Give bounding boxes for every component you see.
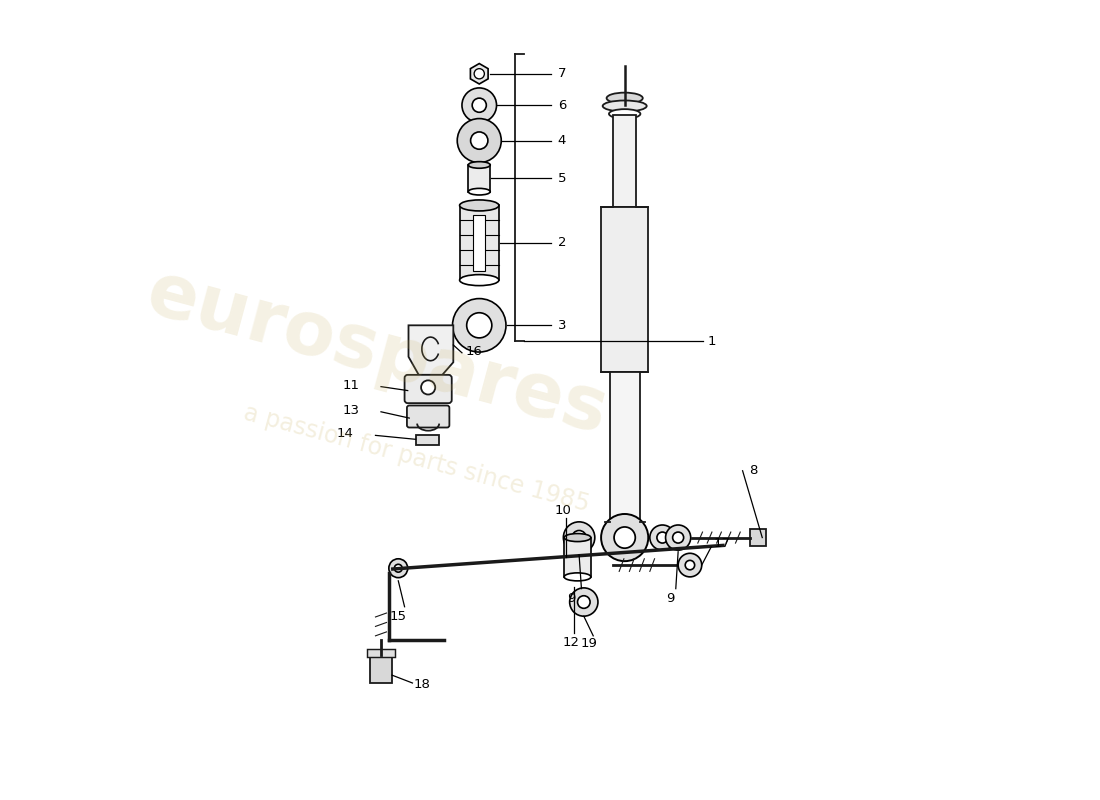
Circle shape bbox=[462, 88, 496, 122]
Text: 18: 18 bbox=[414, 678, 431, 691]
Ellipse shape bbox=[564, 534, 591, 542]
Circle shape bbox=[572, 530, 586, 545]
Bar bbox=[366, 649, 395, 657]
Text: 10: 10 bbox=[554, 503, 572, 517]
Text: 8: 8 bbox=[749, 464, 757, 478]
Circle shape bbox=[458, 118, 502, 162]
Text: 9: 9 bbox=[667, 592, 674, 606]
Text: 4: 4 bbox=[558, 134, 566, 147]
Text: a passion for parts since 1985: a passion for parts since 1985 bbox=[241, 401, 592, 517]
Text: 17: 17 bbox=[714, 537, 730, 550]
Text: 19: 19 bbox=[581, 637, 597, 650]
Circle shape bbox=[472, 98, 486, 112]
Ellipse shape bbox=[469, 162, 491, 168]
Circle shape bbox=[657, 532, 668, 543]
Ellipse shape bbox=[460, 274, 499, 286]
Ellipse shape bbox=[564, 573, 591, 581]
Text: 6: 6 bbox=[558, 98, 566, 112]
Ellipse shape bbox=[609, 109, 640, 118]
Circle shape bbox=[563, 522, 595, 554]
Bar bbox=[460, 206, 499, 280]
FancyBboxPatch shape bbox=[407, 406, 450, 427]
Circle shape bbox=[601, 514, 648, 561]
Bar bbox=[469, 165, 491, 192]
Bar bbox=[750, 529, 767, 546]
Circle shape bbox=[388, 558, 408, 578]
Ellipse shape bbox=[460, 200, 499, 211]
Bar bbox=[613, 115, 637, 207]
Circle shape bbox=[672, 532, 683, 543]
Text: 1: 1 bbox=[707, 334, 716, 347]
Circle shape bbox=[474, 69, 484, 79]
Text: 2: 2 bbox=[558, 236, 566, 250]
Circle shape bbox=[466, 313, 492, 338]
Bar bbox=[370, 657, 392, 683]
Polygon shape bbox=[408, 326, 453, 375]
Ellipse shape bbox=[469, 188, 491, 195]
Circle shape bbox=[650, 525, 675, 550]
Circle shape bbox=[666, 525, 691, 550]
Bar bbox=[601, 207, 648, 373]
Circle shape bbox=[578, 596, 590, 608]
Text: 14: 14 bbox=[337, 427, 353, 440]
Text: 16: 16 bbox=[465, 345, 482, 358]
Polygon shape bbox=[471, 63, 488, 84]
Text: 12: 12 bbox=[563, 636, 580, 649]
Text: 3: 3 bbox=[558, 319, 566, 332]
Ellipse shape bbox=[606, 93, 642, 104]
Text: 5: 5 bbox=[558, 172, 566, 185]
Text: 11: 11 bbox=[343, 378, 360, 391]
FancyBboxPatch shape bbox=[405, 375, 452, 403]
Circle shape bbox=[614, 527, 636, 548]
Bar bbox=[473, 214, 485, 270]
Circle shape bbox=[570, 588, 598, 616]
Circle shape bbox=[471, 132, 488, 150]
Circle shape bbox=[678, 554, 702, 577]
Ellipse shape bbox=[603, 101, 647, 111]
Text: 9: 9 bbox=[566, 592, 575, 606]
Circle shape bbox=[395, 564, 403, 572]
Text: 7: 7 bbox=[558, 67, 566, 80]
Text: 13: 13 bbox=[343, 404, 360, 417]
Bar bbox=[564, 538, 591, 577]
Bar bbox=[609, 373, 639, 522]
Circle shape bbox=[452, 298, 506, 352]
Text: eurospares: eurospares bbox=[139, 256, 616, 450]
Bar bbox=[416, 434, 439, 445]
Circle shape bbox=[421, 380, 436, 394]
Circle shape bbox=[685, 560, 694, 570]
Text: 15: 15 bbox=[389, 610, 407, 622]
